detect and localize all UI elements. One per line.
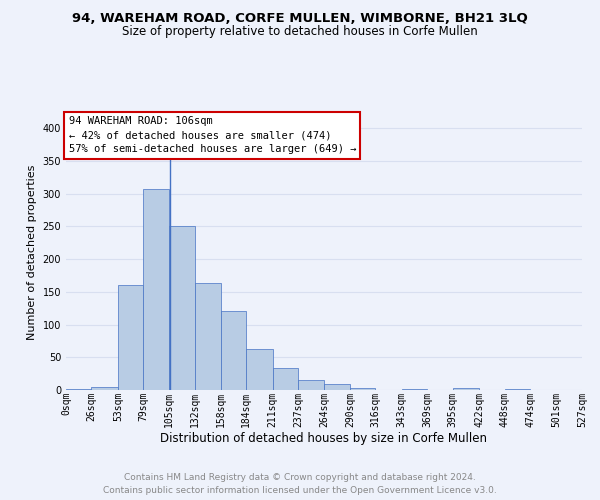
Bar	[505, 388, 530, 390]
Bar	[325, 384, 350, 390]
Bar	[66, 388, 91, 390]
Bar	[350, 388, 376, 390]
Bar	[246, 349, 272, 390]
Bar	[143, 189, 169, 390]
Bar	[453, 388, 479, 390]
Bar	[195, 284, 221, 390]
Bar	[118, 285, 143, 390]
Text: 94, WAREHAM ROAD, CORFE MULLEN, WIMBORNE, BH21 3LQ: 94, WAREHAM ROAD, CORFE MULLEN, WIMBORNE…	[72, 12, 528, 26]
Bar	[272, 368, 298, 390]
Y-axis label: Number of detached properties: Number of detached properties	[27, 165, 37, 340]
X-axis label: Distribution of detached houses by size in Corfe Mullen: Distribution of detached houses by size …	[161, 432, 487, 445]
Bar	[91, 386, 118, 390]
Bar	[221, 311, 246, 390]
Bar	[298, 380, 325, 390]
Bar	[402, 388, 427, 390]
Bar	[169, 226, 195, 390]
Text: Contains HM Land Registry data © Crown copyright and database right 2024.
Contai: Contains HM Land Registry data © Crown c…	[103, 474, 497, 495]
Text: 94 WAREHAM ROAD: 106sqm
← 42% of detached houses are smaller (474)
57% of semi-d: 94 WAREHAM ROAD: 106sqm ← 42% of detache…	[68, 116, 356, 154]
Text: Size of property relative to detached houses in Corfe Mullen: Size of property relative to detached ho…	[122, 25, 478, 38]
